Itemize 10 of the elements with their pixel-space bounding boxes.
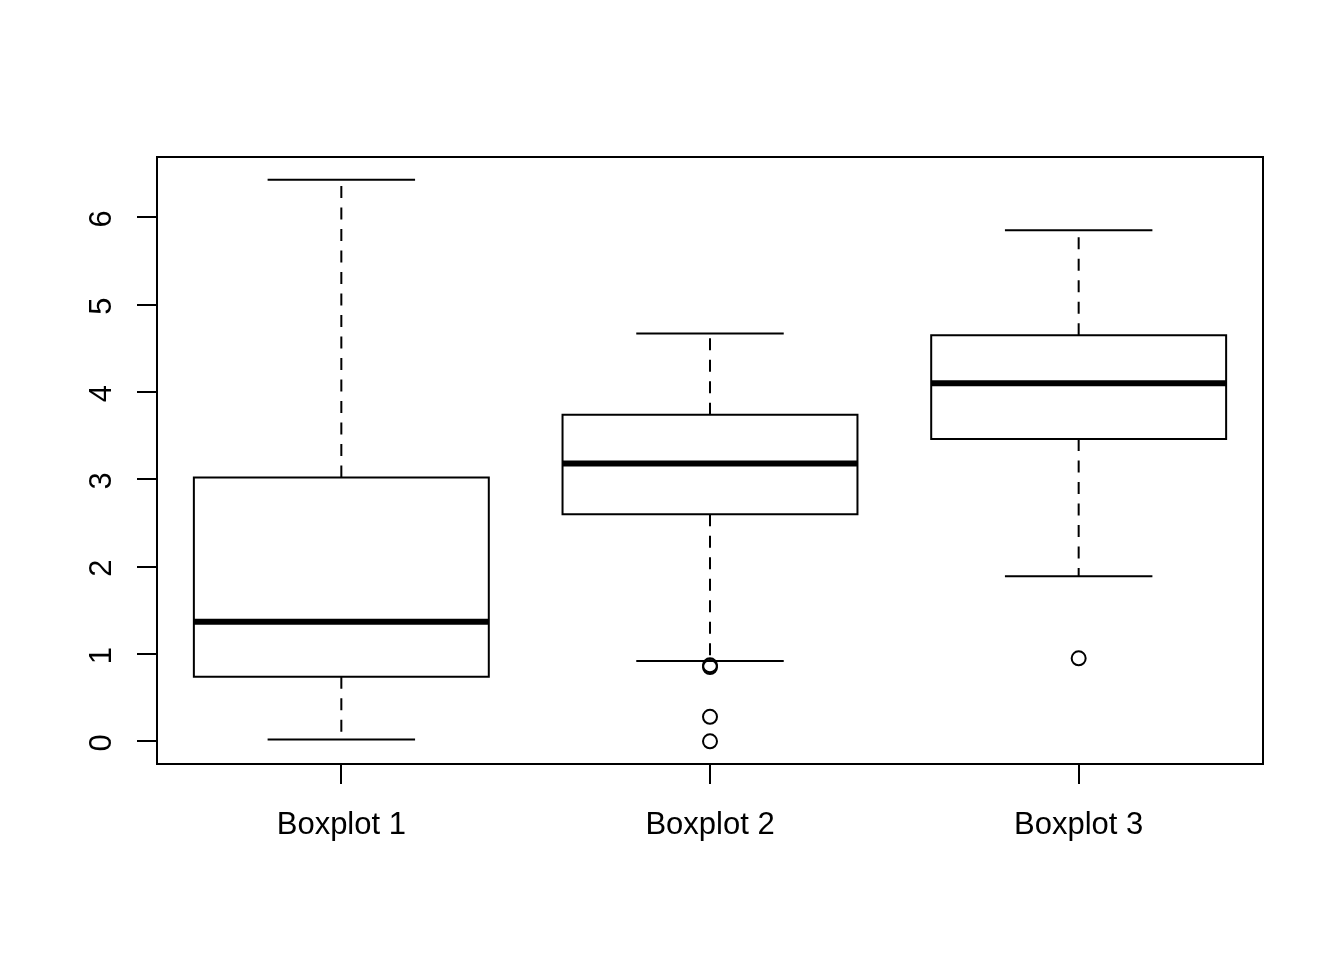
y-tick-label: 4 [82, 384, 118, 403]
y-tick-label: 6 [82, 210, 118, 228]
y-tick-label: 3 [82, 472, 118, 490]
y-tick-label: 5 [82, 297, 118, 315]
y-tick-label: 2 [82, 559, 118, 577]
x-tick-label: Boxplot 2 [645, 806, 775, 842]
x-tick-label: Boxplot 1 [276, 806, 406, 842]
y-tick-label: 0 [82, 734, 118, 752]
x-tick-label: Boxplot 3 [1014, 806, 1144, 842]
y-tick-label: 1 [82, 646, 118, 665]
